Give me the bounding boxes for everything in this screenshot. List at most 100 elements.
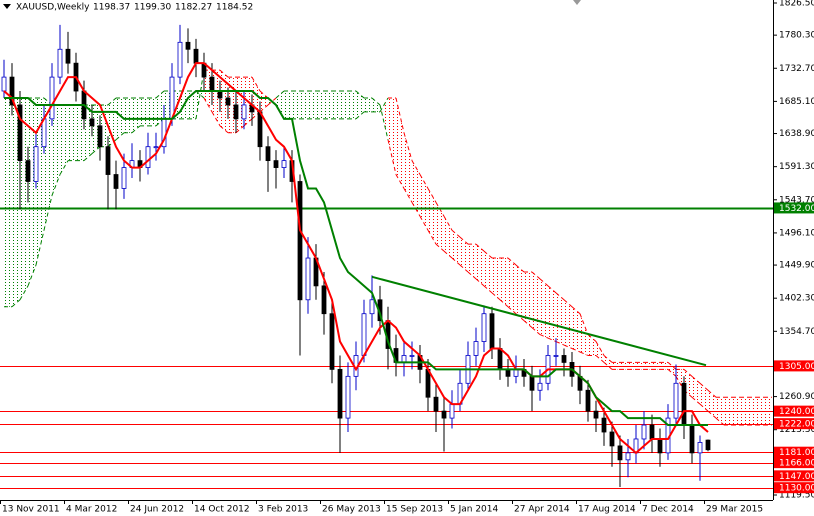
level-label: 1166.00 [779,459,814,469]
cloud-edge [91,146,101,155]
cloud-segment [692,376,700,405]
y-tick-label: 1543.70 [779,195,814,205]
cloud-edge [59,160,69,175]
cloud-segment [596,341,604,363]
candle-body [9,76,15,106]
cloud-edge [595,341,605,356]
cloud-segment [564,299,572,349]
cloud-edge [243,118,253,127]
cloud-edge [251,76,261,92]
cloud-edge [539,278,549,287]
cloud-edge [691,375,701,384]
x-tick-label: 4 Mar 2012 [66,505,117,515]
menu-icon[interactable] [3,4,11,9]
y-tick-label: 1732.70 [779,64,814,74]
level-tag [774,470,814,482]
candle-body [609,431,615,447]
cloud-segment [644,362,652,370]
x-tick-label: 13 Nov 2011 [2,505,60,515]
cloud-edge [507,257,517,266]
cloud-segment [444,216,452,259]
cloud-segment [572,306,580,352]
cloud-edge [451,229,461,238]
cloud-segment [276,91,284,119]
shift-marker[interactable] [573,0,581,5]
candle-body [281,160,287,168]
cloud-edge [219,125,229,134]
cloud-segment [628,362,636,370]
cloud-segment [460,237,468,272]
cloud-segment [412,160,420,217]
cloud-edge [275,90,285,99]
level-tag [774,202,814,214]
candle-body [97,125,103,148]
candle-body [297,181,303,301]
cloud-segment [484,251,492,293]
cloud-edge [603,355,613,363]
cloud-edge [459,236,469,245]
cloud-segment [652,362,660,370]
candle-body [505,368,511,377]
candle-body [57,48,63,78]
cloud-segment [396,97,404,189]
cloud-segment [52,104,60,196]
cloud-segment [548,285,556,342]
cloud-segment [220,70,228,133]
cloud-edge [547,285,557,294]
candle-body [585,389,591,412]
x-tick-label: 14 Oct 2012 [194,505,250,515]
cloud-segment [308,91,316,119]
cloud-edge [491,292,501,301]
cloud-segment [436,202,444,252]
cloud-edge [555,292,565,301]
cloud-edge [115,132,125,141]
candle-body [185,41,191,50]
level-tag [774,457,814,469]
cloud-edge [667,369,677,377]
cloud-segment [284,91,292,119]
candle-body [593,410,599,419]
cloud-edge [427,229,437,245]
cloud-edge [571,348,581,353]
candle-body [401,355,407,363]
cloud-segment [588,334,596,356]
indicator-line [4,90,708,427]
cloud-segment [196,70,204,119]
cloud-edge [579,313,589,335]
candle-body [33,146,39,182]
candle-body [513,368,519,377]
cloud-edge [259,104,269,113]
plot-area [0,24,773,489]
x-tick-label: 7 Dec 2014 [642,505,694,515]
cloud-edge [451,257,461,266]
x-tick-label: 29 Mar 2015 [706,505,763,515]
cloud-edge [667,362,677,370]
x-tick-label: 26 May 2013 [322,505,381,515]
candle-body [193,48,199,64]
cloud-segment [108,97,116,147]
cloud-edge [379,104,389,140]
cloud-edge [707,410,717,419]
cloud-edge [411,160,421,175]
cloud-edge [259,90,269,99]
cloud-segment [356,91,364,119]
cloud-segment [348,91,356,119]
cloud-segment [300,91,308,119]
cloud-edge [443,250,453,259]
candle-body [641,424,647,440]
cloud-edge [539,334,549,339]
y-tick-label: 1213.30 [779,425,814,435]
cloud-segment [428,188,436,245]
cloud-edge [523,320,533,329]
candle-body [49,76,55,120]
level-label: 1130.00 [779,484,814,494]
cloud-edge [563,344,573,349]
candle-body [441,410,447,419]
cloud-segment [636,362,644,370]
candle-body [217,90,223,99]
cloud-segment [292,91,300,119]
cloud-edge [195,70,205,119]
cloud-segment [604,355,612,370]
cloud-edge [483,285,493,294]
